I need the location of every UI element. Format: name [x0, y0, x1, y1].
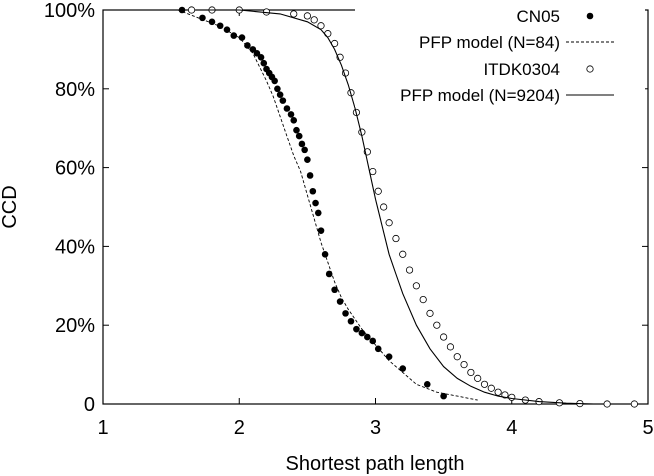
- data-point: [374, 187, 382, 195]
- data-point: [440, 392, 447, 400]
- legend-label-2: PFP model (N=84): [419, 33, 560, 52]
- data-point: [310, 16, 318, 24]
- y-tick-label: 80%: [55, 79, 95, 101]
- x-tick-label: 5: [642, 417, 653, 439]
- data-point: [467, 368, 475, 377]
- data-point: [324, 30, 332, 38]
- data-point: [369, 337, 377, 345]
- series-points-1: [178, 6, 447, 400]
- legend-label-1: CN05: [517, 7, 560, 26]
- axis-ticks: 1 2 3 4 5 0 20% 40% 60% 80% 100%: [44, 0, 654, 439]
- legend: CN05 PFP model (N=84) ITDK0304 PFP model (N…: [355, 6, 645, 107]
- legend-backdrop: [355, 59, 645, 81]
- series-line-2: [177, 9, 478, 401]
- data-point: [412, 282, 420, 290]
- data-point: [426, 309, 434, 317]
- data-point: [474, 374, 482, 382]
- data-point: [494, 388, 502, 396]
- data-point: [392, 234, 400, 243]
- legend-backdrop: [355, 85, 645, 107]
- data-point: [199, 14, 206, 22]
- data-point: [630, 400, 638, 408]
- x-tick-label: 3: [370, 417, 381, 439]
- data-point: [276, 91, 284, 99]
- data-point: [178, 6, 186, 14]
- data-point: [374, 345, 382, 353]
- data-point: [480, 380, 489, 388]
- data-point: [385, 219, 393, 227]
- data-point: [287, 111, 295, 118]
- x-tick-label: 4: [506, 417, 517, 439]
- data-point: [419, 295, 427, 304]
- data-point: [347, 317, 355, 325]
- data-point: [453, 353, 461, 361]
- data-point: [303, 12, 311, 20]
- data-point: [460, 360, 468, 369]
- data-point: [364, 333, 371, 341]
- data-point: [295, 132, 303, 140]
- data-point: [317, 22, 325, 30]
- data-point: [433, 321, 441, 329]
- data-point: [290, 10, 298, 18]
- series-layer: [177, 6, 638, 408]
- data-point: [304, 156, 311, 164]
- data-point: [290, 117, 298, 124]
- data-point: [399, 365, 407, 372]
- data-point: [257, 53, 265, 61]
- legend-backdrop: [355, 32, 645, 54]
- legend-marker: [586, 12, 594, 20]
- data-point: [423, 381, 431, 388]
- data-point: [440, 333, 448, 341]
- data-point: [312, 199, 319, 207]
- y-tick-label: 60%: [55, 158, 95, 180]
- data-point: [283, 105, 291, 112]
- x-tick-label: 2: [234, 417, 245, 439]
- data-point: [342, 310, 349, 317]
- data-point: [244, 42, 251, 49]
- y-tick-label: 20%: [55, 315, 95, 337]
- data-point: [187, 6, 196, 14]
- data-point: [301, 146, 308, 154]
- data-point: [487, 384, 495, 392]
- series-line-4: [198, 9, 594, 405]
- data-point: [314, 209, 322, 217]
- data-point: [603, 400, 611, 408]
- data-point: [293, 126, 300, 134]
- data-point: [358, 329, 366, 337]
- data-point: [309, 187, 317, 195]
- x-axis-label: Shortest path length: [285, 453, 464, 475]
- data-point: [331, 286, 338, 294]
- legend-backdrop: [355, 6, 645, 28]
- data-point: [336, 298, 344, 305]
- legend-label-4: PFP model (N=9204): [400, 86, 560, 105]
- y-tick-label: 100%: [44, 0, 95, 22]
- data-point: [230, 32, 238, 39]
- data-point: [508, 393, 516, 401]
- data-point: [279, 97, 287, 104]
- data-point: [253, 50, 261, 57]
- data-point: [399, 250, 407, 258]
- x-tick-label: 1: [97, 417, 108, 439]
- data-point: [238, 34, 246, 41]
- y-tick-label: 40%: [55, 236, 95, 258]
- data-point: [317, 227, 325, 234]
- data-point: [405, 266, 414, 274]
- data-point: [353, 325, 360, 333]
- y-axis-label: CCD: [0, 185, 21, 228]
- data-point: [446, 343, 455, 351]
- data-point: [306, 172, 314, 179]
- data-point: [298, 140, 306, 148]
- data-point: [208, 18, 216, 26]
- data-point: [380, 203, 388, 211]
- data-point: [271, 77, 278, 85]
- y-tick-label: 0: [84, 394, 95, 416]
- legend-label-3: ITDK0304: [483, 60, 560, 79]
- legend-marker: [586, 65, 594, 73]
- data-point: [260, 59, 268, 67]
- data-point: [274, 85, 281, 93]
- data-point: [385, 353, 393, 361]
